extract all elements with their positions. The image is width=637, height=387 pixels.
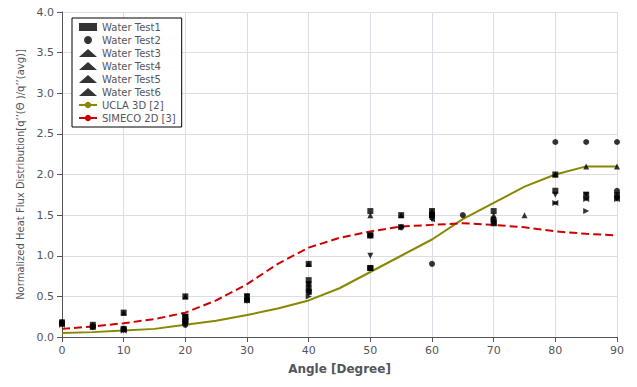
svg-text:Angle [Degree]: Angle [Degree] <box>288 362 391 376</box>
svg-text:UCLA 3D [2]: UCLA 3D [2] <box>102 100 164 111</box>
svg-text:0: 0 <box>59 344 66 357</box>
svg-text:Water Test2: Water Test2 <box>102 35 161 46</box>
svg-text:3.0: 3.0 <box>37 87 55 100</box>
svg-text:10: 10 <box>117 344 131 357</box>
svg-text:70: 70 <box>487 344 501 357</box>
svg-text:2.0: 2.0 <box>37 168 55 181</box>
svg-text:0.5: 0.5 <box>37 290 55 303</box>
svg-text:4.0: 4.0 <box>37 6 55 19</box>
svg-text:Water Test5: Water Test5 <box>102 74 161 85</box>
svg-text:2.5: 2.5 <box>37 127 55 140</box>
svg-text:30: 30 <box>240 344 254 357</box>
svg-text:80: 80 <box>548 344 562 357</box>
svg-text:90: 90 <box>610 344 624 357</box>
svg-text:20: 20 <box>178 344 192 357</box>
svg-text:Water Test4: Water Test4 <box>102 61 161 72</box>
svg-text:Normalized Heat Flux Distribut: Normalized Heat Flux Distribution[q’’(Θ … <box>15 49 26 300</box>
svg-text:1.0: 1.0 <box>37 249 55 262</box>
svg-text:SIMECO 2D [3]: SIMECO 2D [3] <box>102 113 176 124</box>
svg-text:Water Test3: Water Test3 <box>102 48 161 59</box>
svg-text:0.0: 0.0 <box>37 331 55 344</box>
svg-text:40: 40 <box>302 344 316 357</box>
svg-text:Water Test6: Water Test6 <box>102 87 161 98</box>
svg-text:60: 60 <box>425 344 439 357</box>
svg-text:3.5: 3.5 <box>37 46 55 59</box>
svg-text:Water Test1: Water Test1 <box>102 22 161 33</box>
svg-text:50: 50 <box>363 344 377 357</box>
svg-text:1.5: 1.5 <box>37 209 55 222</box>
